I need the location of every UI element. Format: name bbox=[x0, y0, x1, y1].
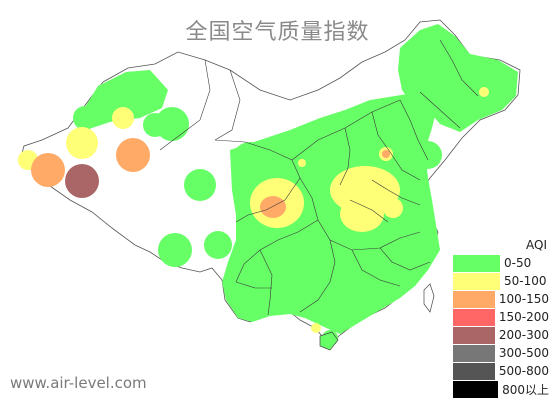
legend-swatch bbox=[453, 290, 495, 308]
legend-label: 0-50 bbox=[504, 256, 532, 270]
legend-swatch bbox=[453, 272, 500, 290]
aqi-zone-sensitive bbox=[31, 138, 390, 218]
legend-swatch bbox=[453, 254, 500, 272]
legend-swatch bbox=[453, 362, 495, 380]
map-title: 全国空气质量指数 bbox=[185, 20, 370, 45]
legend-swatch bbox=[453, 308, 495, 326]
legend-item: 500-800 bbox=[453, 362, 549, 380]
aqi-zone-very-unhealthy bbox=[65, 164, 99, 198]
legend-item: 0-50 bbox=[453, 254, 549, 272]
aqi-legend: AQI 0-50 50-100 100-150 150-200 200-300 … bbox=[453, 236, 549, 398]
taiwan-island bbox=[423, 283, 435, 313]
legend-item: 300-500 bbox=[453, 344, 549, 362]
legend-swatch bbox=[453, 344, 495, 362]
legend-swatch bbox=[453, 326, 495, 344]
legend-item: 100-150 bbox=[453, 290, 549, 308]
legend-label: 100-150 bbox=[498, 292, 549, 306]
aqi-stations-good bbox=[73, 44, 454, 346]
hainan-island bbox=[319, 331, 339, 351]
legend-label: 150-200 bbox=[498, 310, 549, 324]
site-watermark: www.air-level.com bbox=[10, 374, 147, 392]
legend-item: 50-100 bbox=[453, 272, 549, 290]
legend-title: AQI bbox=[526, 238, 547, 252]
legend-label: 300-500 bbox=[498, 346, 549, 360]
legend-label: 200-300 bbox=[498, 328, 549, 342]
legend-label: 800以上 bbox=[502, 382, 549, 397]
legend-item: 800以上 bbox=[453, 380, 549, 398]
legend-item: 150-200 bbox=[453, 308, 549, 326]
legend-item: 200-300 bbox=[453, 326, 549, 344]
province-boundaries bbox=[159, 39, 479, 316]
legend-label: 500-800 bbox=[498, 364, 549, 378]
legend-swatch bbox=[453, 380, 499, 398]
legend-label: 50-100 bbox=[504, 274, 547, 288]
